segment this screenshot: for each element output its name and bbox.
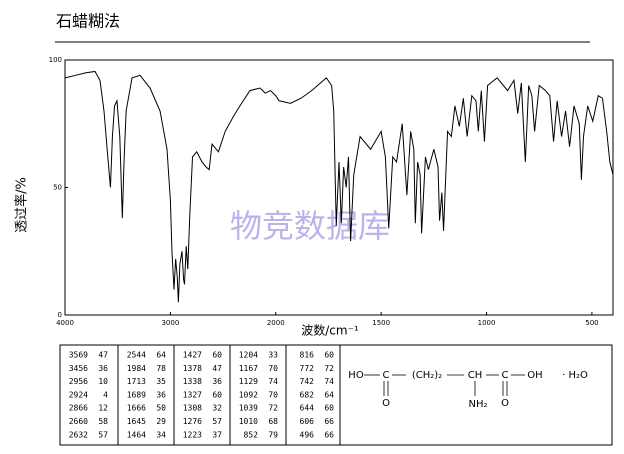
- peak-transmittance: 66: [324, 430, 334, 439]
- peak-wavenumber: 2956: [69, 377, 88, 386]
- peak-transmittance: 35: [156, 377, 166, 386]
- structure-bonds: [364, 374, 525, 396]
- peak-transmittance: 78: [156, 364, 166, 373]
- peak-wavenumber: 2632: [69, 430, 88, 439]
- atom-label: NH₂: [468, 399, 487, 410]
- peak-wavenumber: 2660: [69, 417, 88, 426]
- peak-transmittance: 34: [156, 430, 166, 439]
- peak-wavenumber: 3456: [69, 364, 88, 373]
- x-tick-label: 1500: [372, 319, 390, 327]
- peak-transmittance: 32: [212, 404, 222, 413]
- atom-label: CH: [468, 370, 483, 381]
- peak-transmittance: 60: [324, 351, 334, 360]
- peak-wavenumber: 1666: [127, 404, 146, 413]
- watermark: 物竞数据库: [230, 207, 390, 245]
- peak-wavenumber: 1689: [127, 390, 146, 399]
- y-axis-label: 透过率/%: [14, 177, 30, 233]
- x-tick-label: 3000: [161, 319, 179, 327]
- page-title: 石蜡糊法: [56, 12, 120, 31]
- peak-wavenumber: 2866: [69, 404, 88, 413]
- peak-wavenumber: 1039: [239, 404, 258, 413]
- peak-wavenumber: 1378: [183, 364, 202, 373]
- atom-label: HO: [348, 370, 364, 381]
- peak-wavenumber: 1713: [127, 377, 146, 386]
- peak-wavenumber: 682: [300, 390, 315, 399]
- peak-transmittance: 74: [324, 377, 334, 386]
- peak-transmittance: 60: [212, 351, 222, 360]
- peak-transmittance: 10: [98, 377, 108, 386]
- peak-wavenumber: 772: [300, 364, 315, 373]
- peak-transmittance: 74: [268, 377, 278, 386]
- peak-transmittance: 57: [212, 417, 222, 426]
- peak-wavenumber: 2544: [127, 351, 146, 360]
- peak-wavenumber: 742: [300, 377, 315, 386]
- peak-transmittance: 64: [156, 351, 166, 360]
- peak-wavenumber: 1010: [239, 417, 258, 426]
- peak-transmittance: 36: [98, 364, 108, 373]
- atom-label: OH: [527, 370, 542, 381]
- peak-wavenumber: 3569: [69, 351, 88, 360]
- x-tick-label: 500: [585, 319, 598, 327]
- peak-transmittance: 50: [156, 404, 166, 413]
- peak-wavenumber: 1464: [127, 430, 146, 439]
- peak-transmittance: 33: [268, 351, 278, 360]
- peak-transmittance: 47: [98, 351, 108, 360]
- peak-wavenumber: 496: [300, 430, 315, 439]
- peak-transmittance: 70: [268, 364, 278, 373]
- peak-transmittance: 57: [98, 430, 108, 439]
- x-tick-label: 2000: [267, 319, 285, 327]
- peak-wavenumber: 1092: [239, 390, 258, 399]
- peak-transmittance: 37: [212, 430, 222, 439]
- atom-label: C: [502, 370, 509, 381]
- peak-transmittance: 12: [98, 404, 108, 413]
- peak-wavenumber: 1645: [127, 417, 146, 426]
- y-tick-label: 0: [58, 311, 62, 319]
- spectrum-line: [64, 70, 614, 303]
- peak-wavenumber: 1204: [239, 351, 258, 360]
- table-frame: [59, 344, 613, 446]
- peak-transmittance: 36: [156, 390, 166, 399]
- peak-transmittance: 66: [324, 417, 334, 426]
- peak-transmittance: 4: [103, 390, 108, 399]
- peak-wavenumber: 644: [300, 404, 315, 413]
- peak-transmittance: 60: [212, 390, 222, 399]
- peak-transmittance: 72: [324, 364, 334, 373]
- atom-label: C: [383, 370, 390, 381]
- peak-wavenumber: 1327: [183, 390, 202, 399]
- peak-transmittance: 60: [324, 404, 334, 413]
- x-tick-label: 1000: [478, 319, 496, 327]
- peak-wavenumber: 852: [244, 430, 259, 439]
- atom-label: · H₂O: [562, 370, 588, 381]
- peak-wavenumber: 1223: [183, 430, 202, 439]
- peak-wavenumber: 1308: [183, 404, 202, 413]
- plot-frame: [64, 59, 614, 316]
- peak-transmittance: 70: [268, 390, 278, 399]
- peak-transmittance: 29: [156, 417, 166, 426]
- peak-wavenumber: 1276: [183, 417, 202, 426]
- peak-transmittance: 58: [98, 417, 108, 426]
- x-axis-label: 波数/cm⁻¹: [301, 323, 359, 338]
- peak-transmittance: 68: [268, 417, 278, 426]
- peak-wavenumber: 1984: [127, 364, 146, 373]
- peak-wavenumber: 606: [300, 417, 315, 426]
- peak-wavenumber: 816: [300, 351, 315, 360]
- peak-wavenumber: 1129: [239, 377, 258, 386]
- peak-transmittance: 47: [212, 364, 222, 373]
- atom-label: O: [382, 398, 390, 409]
- y-tick-label: 50: [53, 184, 62, 192]
- y-tick-label: 100: [49, 56, 62, 64]
- peak-transmittance: 36: [212, 377, 222, 386]
- peak-wavenumber: 1338: [183, 377, 202, 386]
- atom-label: O: [501, 398, 509, 409]
- peak-transmittance: 72: [268, 404, 278, 413]
- x-tick-label: 4000: [56, 319, 74, 327]
- peak-wavenumber: 2924: [69, 390, 88, 399]
- peak-wavenumber: 1167: [239, 364, 258, 373]
- atom-label: (CH₂)₂: [412, 370, 442, 381]
- peak-wavenumber: 1427: [183, 351, 202, 360]
- peak-transmittance: 79: [268, 430, 278, 439]
- peak-transmittance: 64: [324, 390, 334, 399]
